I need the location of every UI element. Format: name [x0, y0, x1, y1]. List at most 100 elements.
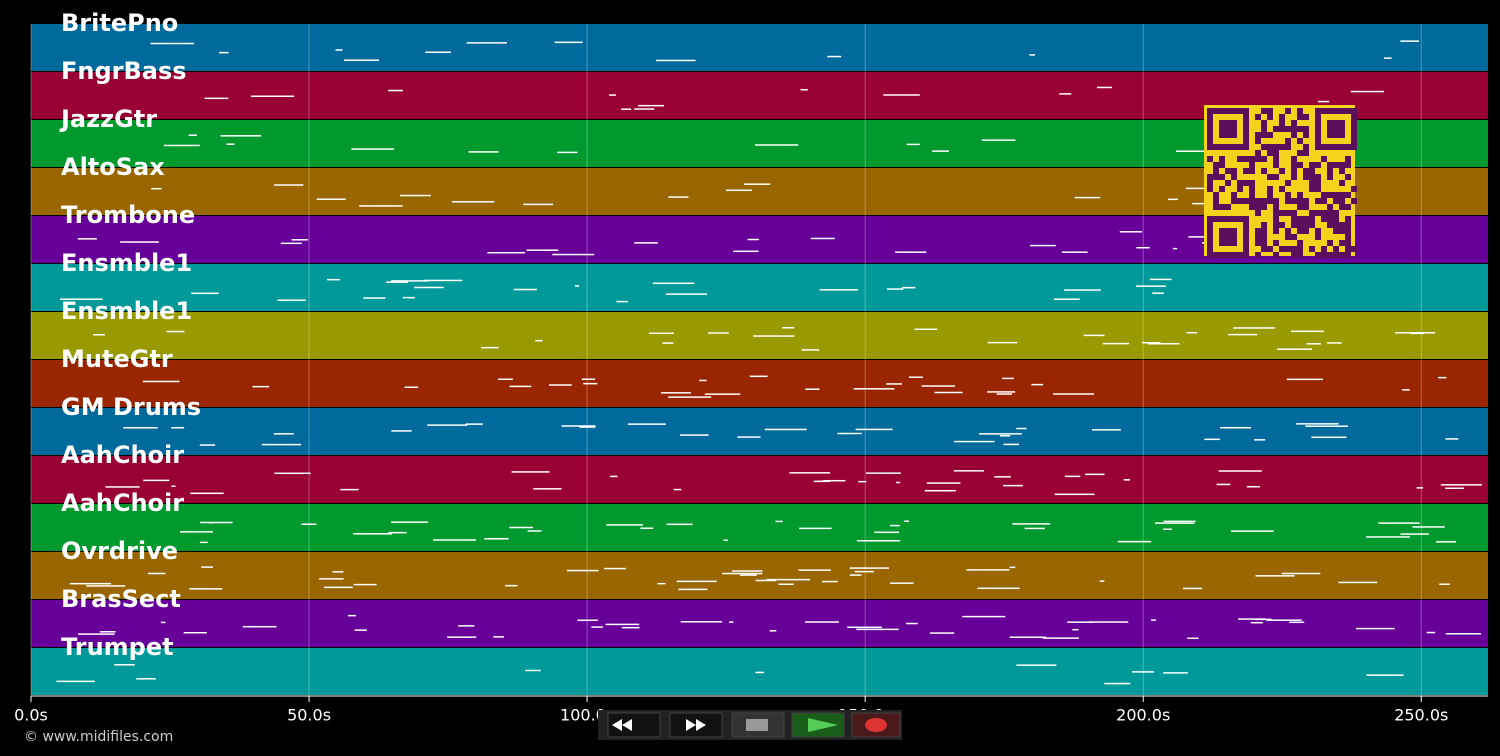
- note: [668, 396, 712, 398]
- qr-cell: [1291, 162, 1297, 168]
- qr-cell: [1273, 252, 1279, 258]
- note: [433, 539, 477, 541]
- note: [142, 380, 180, 383]
- note: [354, 629, 367, 631]
- note: [1233, 327, 1276, 329]
- note: [425, 51, 451, 53]
- qr-cell: [1321, 192, 1327, 198]
- note: [1155, 522, 1195, 524]
- record-button[interactable]: [851, 712, 901, 738]
- note: [577, 619, 598, 622]
- note: [525, 669, 541, 672]
- qr-cell: [1345, 222, 1351, 228]
- note: [166, 330, 185, 333]
- qr-cell: [1297, 138, 1303, 144]
- qr-cell: [1261, 198, 1267, 204]
- qr-cell: [1297, 228, 1303, 234]
- note: [1445, 633, 1481, 635]
- note: [1003, 443, 1020, 446]
- qr-cell: [1327, 204, 1333, 210]
- note: [1204, 438, 1221, 441]
- qr-cell: [1291, 246, 1297, 252]
- note: [208, 521, 214, 524]
- qr-cell: [1345, 246, 1351, 252]
- qr-cell: [1231, 168, 1237, 174]
- qr-cell: [1315, 144, 1321, 150]
- note: [1016, 664, 1057, 666]
- qr-cell: [1303, 150, 1309, 156]
- track-band: [31, 408, 1488, 455]
- qr-cell: [1351, 126, 1357, 132]
- track-label: AahChoir: [61, 489, 184, 517]
- qr-cell: [1207, 186, 1213, 192]
- note: [1089, 621, 1129, 623]
- qr-cell: [1321, 210, 1327, 216]
- qr-cell: [1315, 108, 1321, 114]
- qr-cell: [1273, 204, 1279, 210]
- note: [749, 375, 768, 378]
- note: [1172, 247, 1178, 250]
- note: [1228, 333, 1258, 336]
- note: [1024, 527, 1045, 530]
- qr-cell: [1243, 120, 1249, 126]
- qr-cell: [1339, 192, 1345, 198]
- qr-cell: [1261, 234, 1267, 240]
- track-band: [31, 600, 1488, 647]
- grid: [30, 24, 1422, 702]
- note: [640, 527, 654, 529]
- qr-cell: [1267, 144, 1273, 150]
- play-button[interactable]: [791, 712, 845, 738]
- qr-cell: [1213, 168, 1219, 174]
- qr-cell: [1279, 168, 1285, 174]
- note: [1168, 198, 1178, 201]
- qr-cell: [1327, 126, 1333, 132]
- qr-cell: [1327, 108, 1333, 114]
- qr-cell: [1219, 120, 1225, 126]
- note: [934, 391, 963, 394]
- stop-button[interactable]: [731, 712, 785, 738]
- x-tick-label: 50.0s: [287, 706, 331, 725]
- qr-cell: [1243, 228, 1249, 234]
- note: [171, 426, 185, 429]
- note: [1187, 637, 1199, 640]
- qr-cell: [1243, 240, 1249, 246]
- note: [160, 621, 166, 624]
- note: [668, 196, 689, 198]
- qr-cell: [1243, 132, 1249, 138]
- forward-button[interactable]: [669, 712, 723, 738]
- qr-cell: [1231, 228, 1237, 234]
- qr-cell: [1351, 108, 1357, 114]
- qr-cell: [1225, 120, 1231, 126]
- note: [769, 630, 777, 632]
- note: [1002, 377, 1014, 380]
- note: [458, 625, 475, 627]
- note: [858, 480, 867, 483]
- qr-cell: [1339, 108, 1345, 114]
- qr-cell: [1327, 174, 1333, 180]
- qr-cell: [1219, 162, 1225, 168]
- note: [754, 144, 799, 146]
- qr-cell: [1231, 234, 1237, 240]
- note: [86, 585, 126, 587]
- note: [484, 538, 509, 540]
- note: [204, 97, 229, 100]
- note: [391, 430, 412, 432]
- note: [810, 237, 835, 240]
- note: [1383, 57, 1392, 59]
- note: [1439, 583, 1450, 585]
- qr-cell: [1333, 222, 1339, 228]
- track-label: Ensmble1: [61, 297, 192, 325]
- note: [316, 198, 346, 200]
- track-label: AltoSax: [61, 153, 165, 181]
- qr-cell: [1237, 108, 1243, 114]
- qr-cell: [1225, 234, 1231, 240]
- qr-cell: [1213, 144, 1219, 150]
- rewind-button[interactable]: [607, 712, 661, 738]
- qr-cell: [1237, 180, 1243, 186]
- note: [1277, 348, 1313, 350]
- note: [579, 426, 596, 428]
- note: [1266, 619, 1302, 621]
- qr-cell: [1297, 240, 1303, 246]
- qr-cell: [1291, 222, 1297, 228]
- note: [805, 388, 820, 390]
